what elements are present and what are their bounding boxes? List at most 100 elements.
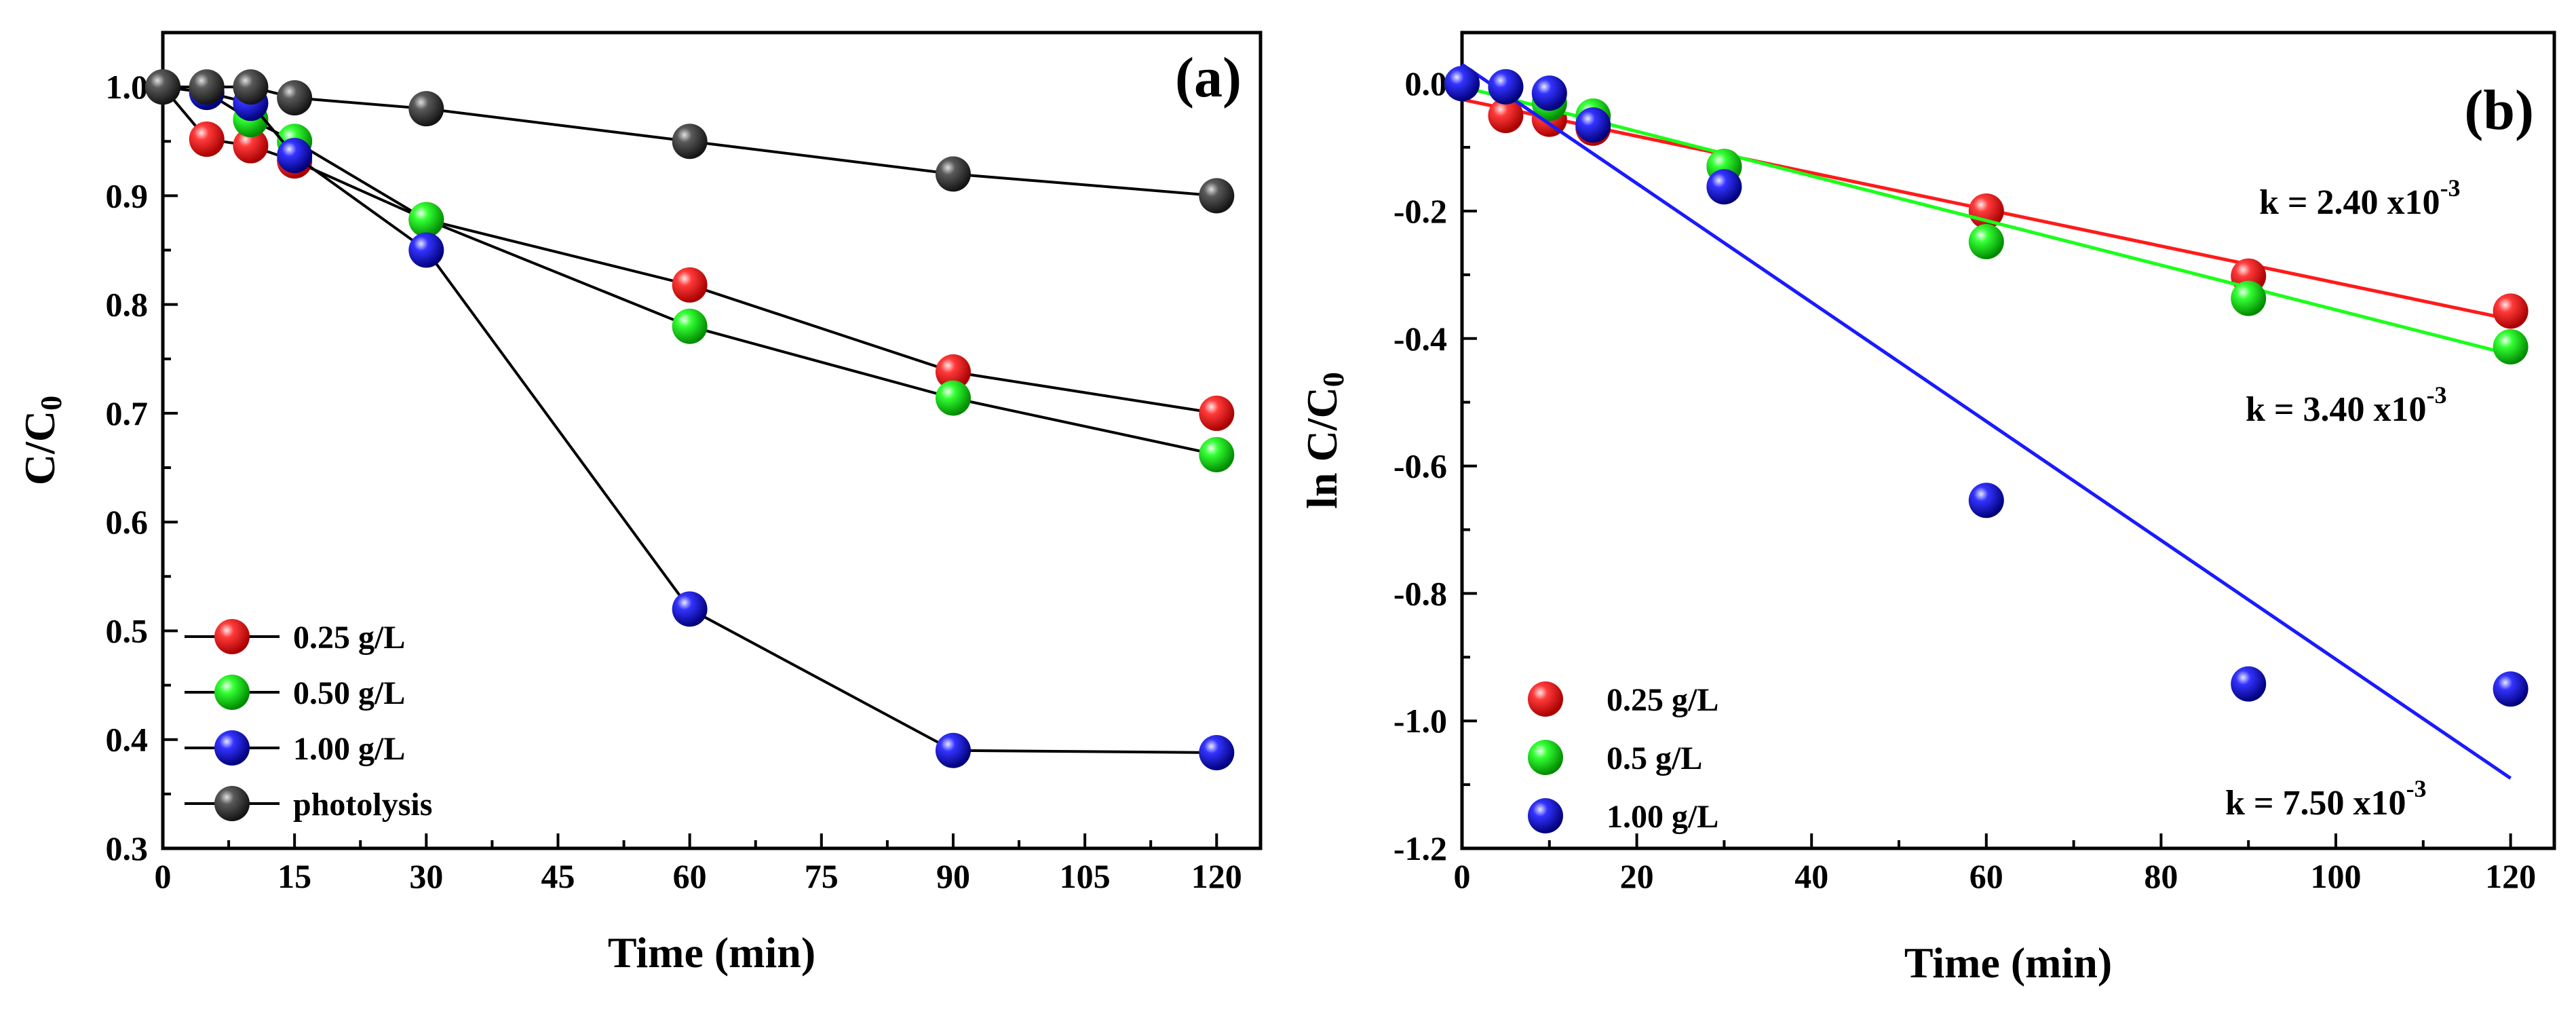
y-tick-label: 0.7 [106,394,149,432]
data-point [408,202,444,238]
data-point [672,308,708,344]
legend-marker [214,675,250,710]
y-tick-label: 0.5 [106,612,149,650]
data-point [1488,69,1524,105]
legend: 0.25 g/L 0.50 g/L 1.00 g/L photolysis [185,619,432,823]
data-point [1706,169,1742,205]
x-tick-label: 20 [1620,857,1654,895]
x-tick-label: 80 [2144,857,2178,895]
panel-label: (b) [2464,79,2534,142]
data-point [1968,483,2004,519]
data-point [672,591,708,627]
data-point [935,732,971,768]
legend: 0.25 g/L 0.5 g/L 1.00 g/L [1528,681,1718,835]
data-point [408,232,444,268]
data-point [1199,395,1235,431]
y-tick-label: 0.3 [106,829,149,867]
data-point [672,124,708,159]
y-tick-label: 0.6 [106,503,149,541]
legend-item: 1.00 g/L [1528,798,1718,835]
data-point [935,380,971,416]
plot-frame [1460,31,2556,850]
y-axis-label-subscript: 0 [35,396,68,411]
data-point [145,69,180,105]
x-tick-label: 30 [409,857,443,895]
data-point [408,91,444,127]
x-tick-label: 120 [2485,857,2536,895]
data-point [277,138,313,174]
data-point [189,121,225,157]
x-tick-label: 75 [805,857,839,895]
legend-item: photolysis [185,786,432,823]
series-photolysis [145,69,1235,214]
legend-item: 0.25 g/L [1528,681,1718,718]
x-axis-label: Time (min) [1904,939,2112,987]
x-tick-label: 105 [1060,857,1111,895]
x-tick-label: 0 [155,857,172,895]
k-annotation-exponent: -3 [2427,381,2447,409]
k-annotation-exponent: -3 [2406,775,2427,802]
data-point [1199,436,1235,472]
x-tick-label: 90 [936,857,970,895]
legend-label: 1.00 g/L [1607,799,1718,835]
legend-item: 0.25 g/L [185,619,405,656]
data-point [935,354,971,390]
x-tick-label: 60 [673,857,707,895]
data-point [277,80,313,116]
legend-label: 0.25 g/L [1607,682,1718,718]
y-tick-label: 0.0 [1405,64,1448,102]
k-annotation-1-00: k = 7.50 x10-3 [2225,775,2427,823]
series-layer [145,69,1235,770]
y-tick-label: 0.8 [106,286,149,324]
data-point [1444,66,1480,102]
k-annotation-text: k = 3.40 x10 [2246,390,2427,429]
x-axis-label: Time (min) [608,928,815,977]
k-annotation-0-25: k = 2.40 x10-3 [2259,174,2461,222]
data-point [233,128,269,164]
data-point [233,69,269,105]
legend-marker [214,619,250,654]
data-point [1968,224,2004,260]
y-tick-label: -1.0 [1393,702,1447,740]
data-point [2231,280,2267,316]
data-point [1531,75,1567,111]
legend-label: 0.25 g/L [293,620,405,656]
fit-line [1461,85,2512,356]
plot-frame [161,31,1263,850]
x-tick-label: 40 [1794,857,1828,895]
series-1-00-g-l [1444,62,2529,780]
y-tick-label: -0.2 [1393,192,1447,230]
y-axis-label-main: C/C [16,411,64,485]
data-point [935,156,971,192]
x-tick-label: 100 [2311,857,2362,895]
legend-label: 1.00 g/L [293,731,405,767]
data-point [672,267,708,303]
y-axis-label-main: ln C/C [1298,387,1346,509]
data-point [1199,734,1235,770]
legend-marker [1528,798,1563,833]
x-tick-label: 45 [541,857,575,895]
x-tick-label: 15 [277,857,311,895]
k-annotation-0-5: k = 3.40 x10-3 [2246,381,2447,429]
legend-marker [1528,740,1563,775]
data-point [1575,107,1611,143]
panel-label: (a) [1175,46,1242,109]
y-tick-label: -0.6 [1393,447,1447,485]
data-point [1199,178,1235,214]
legend-marker [1528,681,1563,717]
k-annotation-exponent: -3 [2440,174,2461,202]
legend-marker [214,730,250,766]
data-point [2231,666,2267,702]
data-point [1488,98,1524,134]
series-0-25-g-l [145,69,1235,431]
x-tick-label: 0 [1454,857,1471,895]
data-point [2493,671,2529,707]
legend-item: 0.5 g/L [1528,740,1702,776]
data-point [2493,328,2529,364]
legend-label: 0.5 g/L [1607,740,1702,776]
legend-item: 1.00 g/L [185,730,405,767]
x-tick-label: 60 [1969,857,2003,895]
y-tick-label: 0.4 [106,721,149,759]
y-tick-label: -1.2 [1393,829,1447,867]
